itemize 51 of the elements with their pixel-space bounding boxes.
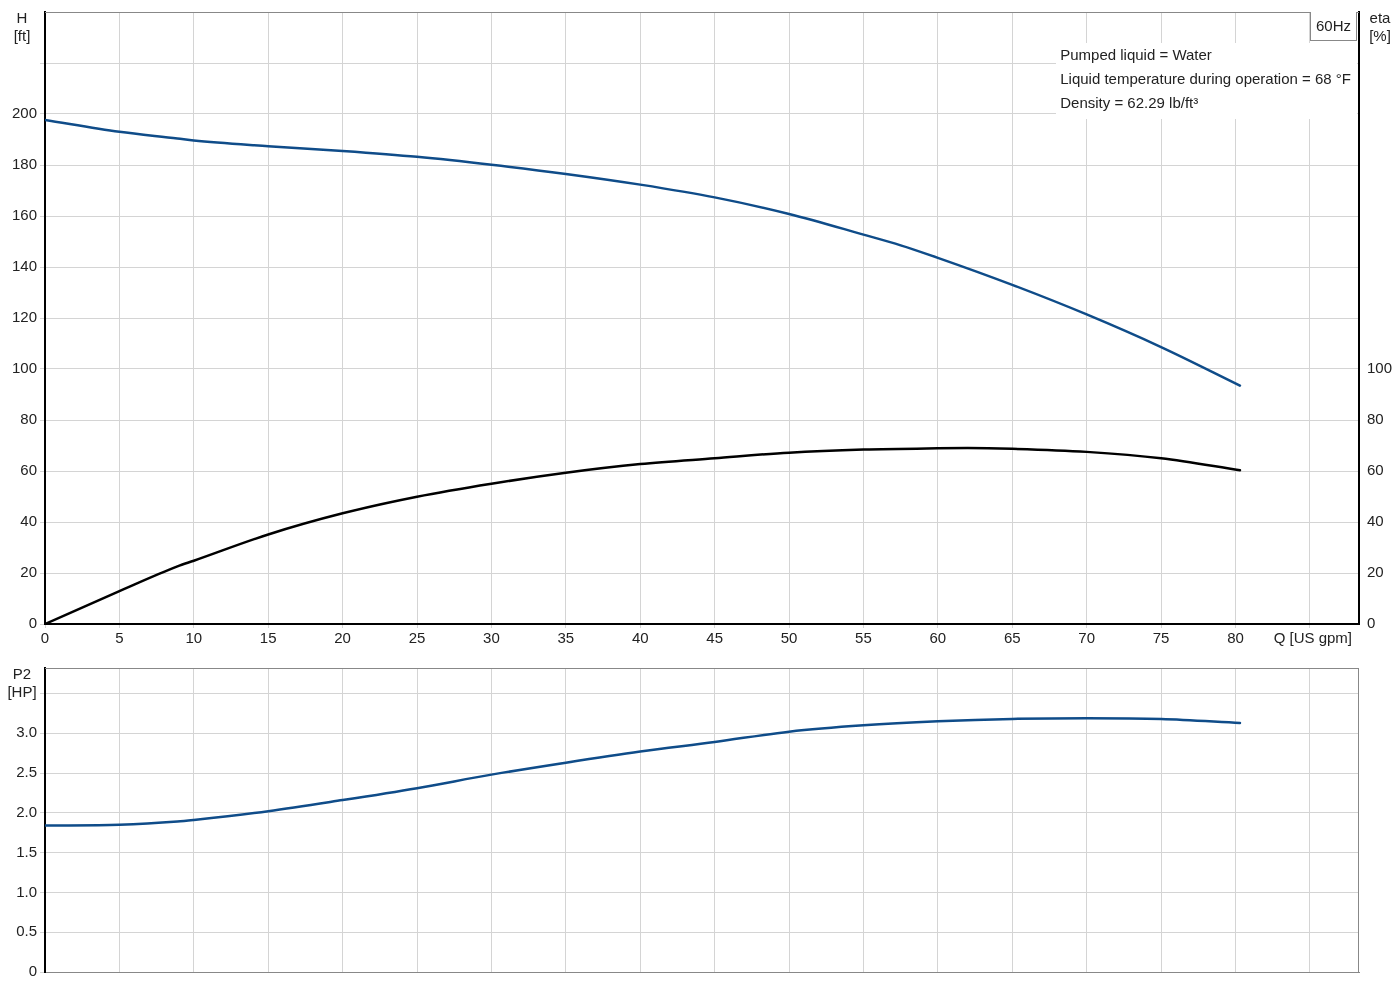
y2-tick-label: 40 <box>1367 512 1384 530</box>
x-tick-label: 60 <box>929 629 947 647</box>
y-tick-label: 20 <box>20 563 37 581</box>
y-tick-label: 120 <box>11 308 37 326</box>
chart-title: 60Hz <box>1309 12 1357 41</box>
y-tick-label: 0.5 <box>16 922 37 940</box>
x-tick-label: 20 <box>334 629 351 647</box>
y2-tick-label: 20 <box>1367 563 1384 581</box>
line-series <box>45 716 1242 827</box>
x-axis-title: Q [US gpm] <box>1273 629 1352 647</box>
x-tick-label: 35 <box>557 629 575 647</box>
y2-tick-label: 60 <box>1367 461 1384 479</box>
annotation: Pumped liquid = Water <box>1060 45 1213 65</box>
y-axis-title: P2 [HP] <box>7 665 37 701</box>
x-tick-label: 70 <box>1078 629 1096 647</box>
x-tick-label: 40 <box>631 629 649 647</box>
y-tick-label: 80 <box>20 410 37 428</box>
y2-axis-title: eta [%] <box>1369 9 1392 45</box>
y2-tick-label: 80 <box>1367 410 1384 428</box>
y-tick-label: 1.5 <box>16 842 37 860</box>
x-tick-label: 75 <box>1152 629 1170 647</box>
x-tick-label: 55 <box>855 629 872 647</box>
y-tick-label: 40 <box>20 512 37 530</box>
y-tick-label: 2.0 <box>16 802 37 820</box>
x-tick-label: 30 <box>483 629 500 647</box>
y-tick-label: 140 <box>11 257 37 275</box>
x-tick-label: 45 <box>706 629 723 647</box>
y2-tick-label: 0 <box>1367 614 1376 632</box>
y-tick-label: 180 <box>11 155 37 173</box>
y-tick-label: 3.0 <box>16 723 37 741</box>
y-tick-label: 1.0 <box>16 882 37 900</box>
y-tick-label: 0 <box>28 614 37 632</box>
y-tick-label: 200 <box>11 104 37 122</box>
y2-tick-label: 100 <box>1367 359 1393 377</box>
y-axis-title: H [ft] <box>13 9 31 45</box>
annotation: Density = 62.29 lb/ft³ <box>1060 93 1200 113</box>
y-tick-label: 60 <box>20 461 37 479</box>
x-tick-label: 65 <box>1003 629 1021 647</box>
y-tick-label: 160 <box>11 206 37 224</box>
y-tick-label: 100 <box>11 359 37 377</box>
line-series <box>45 118 1242 387</box>
x-tick-label: 5 <box>115 629 124 647</box>
y-tick-label: 2.5 <box>16 763 37 781</box>
x-tick-label: 10 <box>185 629 203 647</box>
x-tick-label: 0 <box>40 629 50 647</box>
x-tick-label: 80 <box>1227 629 1244 647</box>
y-tick-label: 0 <box>28 962 37 980</box>
x-tick-label: 15 <box>259 629 277 647</box>
x-tick-label: 50 <box>780 629 798 647</box>
annotation: Liquid temperature during operation = 68 °F <box>1060 69 1351 89</box>
x-tick-label: 25 <box>408 629 426 647</box>
